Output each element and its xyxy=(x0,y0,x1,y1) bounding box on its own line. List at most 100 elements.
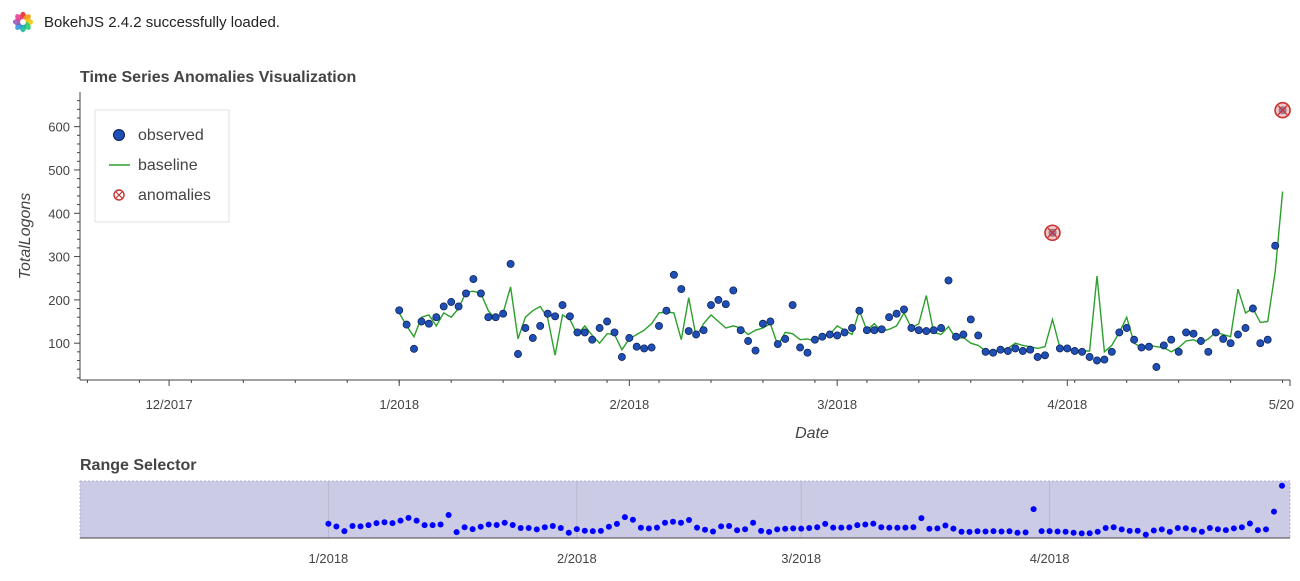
observed-point[interactable] xyxy=(1055,344,1064,353)
observed-point[interactable] xyxy=(439,302,448,311)
anomaly-marker[interactable] xyxy=(1274,101,1291,119)
observed-point[interactable] xyxy=(662,306,671,315)
observed-point[interactable] xyxy=(543,309,552,318)
observed-point[interactable] xyxy=(647,343,656,352)
observed-point[interactable] xyxy=(744,337,753,345)
range-selector-chart[interactable]: Range Selector 1/2018 2/2018 3/2018 4/2018 xyxy=(0,452,1300,577)
observed-point[interactable] xyxy=(1248,304,1257,313)
observed-point[interactable] xyxy=(751,346,760,355)
observed-point[interactable] xyxy=(833,331,842,340)
observed-point[interactable] xyxy=(714,295,723,304)
observed-point[interactable] xyxy=(758,319,767,328)
observed-point[interactable] xyxy=(1003,347,1012,355)
observed-point[interactable] xyxy=(1271,241,1280,250)
observed-point[interactable] xyxy=(692,330,701,339)
observed-point[interactable] xyxy=(855,306,864,315)
observed-point[interactable] xyxy=(966,315,975,324)
observed-point[interactable] xyxy=(565,312,574,321)
observed-point[interactable] xyxy=(617,353,626,361)
observed-point[interactable] xyxy=(1063,344,1072,353)
observed-point[interactable] xyxy=(1130,335,1139,344)
observed-point[interactable] xyxy=(1107,347,1116,356)
observed-point[interactable] xyxy=(707,301,715,310)
observed-point[interactable] xyxy=(1167,335,1176,344)
observed-point[interactable] xyxy=(588,335,597,344)
observed-point[interactable] xyxy=(558,301,567,310)
observed-point[interactable] xyxy=(773,340,782,349)
observed-point[interactable] xyxy=(862,326,871,335)
observed-point[interactable] xyxy=(677,285,686,294)
observed-point[interactable] xyxy=(1122,324,1131,332)
observed-point[interactable] xyxy=(885,313,894,322)
legend[interactable]: observed baseline anomalies xyxy=(94,109,230,223)
observed-point[interactable] xyxy=(1137,343,1146,352)
observed-point[interactable] xyxy=(640,344,649,353)
observed-point[interactable] xyxy=(1085,353,1094,361)
observed-point[interactable] xyxy=(877,325,886,334)
observed-point[interactable] xyxy=(974,331,983,340)
observed-point[interactable] xyxy=(929,326,938,335)
observed-point[interactable] xyxy=(721,300,730,309)
observed-point[interactable] xyxy=(788,301,797,310)
observed-point[interactable] xyxy=(536,321,545,330)
observed-point[interactable] xyxy=(669,270,678,279)
observed-point[interactable] xyxy=(454,302,463,311)
observed-point[interactable] xyxy=(484,313,493,322)
observed-point[interactable] xyxy=(870,326,879,335)
observed-point[interactable] xyxy=(699,326,708,335)
observed-point[interactable] xyxy=(937,324,946,332)
observed-point[interactable] xyxy=(1115,328,1124,337)
observed-point[interactable] xyxy=(1100,355,1109,364)
observed-point[interactable] xyxy=(1182,328,1191,337)
observed-point[interactable] xyxy=(432,313,441,322)
observed-point[interactable] xyxy=(514,350,522,358)
observed-point[interactable] xyxy=(551,312,560,321)
observed-point[interactable] xyxy=(900,305,908,314)
observed-point[interactable] xyxy=(1159,341,1168,350)
observed-point[interactable] xyxy=(922,327,931,336)
observed-point[interactable] xyxy=(736,326,745,335)
observed-point[interactable] xyxy=(1018,347,1027,355)
observed-point[interactable] xyxy=(1026,345,1035,354)
observed-point[interactable] xyxy=(1263,335,1272,344)
observed-point[interactable] xyxy=(595,324,604,332)
observed-point[interactable] xyxy=(625,334,634,342)
observed-point[interactable] xyxy=(1204,347,1213,356)
observed-point[interactable] xyxy=(959,330,968,339)
observed-point[interactable] xyxy=(1226,339,1235,348)
observed-point[interactable] xyxy=(521,324,530,332)
observed-point[interactable] xyxy=(1078,347,1087,356)
observed-point[interactable] xyxy=(1011,344,1020,353)
observed-point[interactable] xyxy=(840,328,849,337)
observed-point[interactable] xyxy=(810,335,819,344)
observed-point[interactable] xyxy=(796,343,805,352)
observed-point[interactable] xyxy=(528,334,537,342)
observed-point[interactable] xyxy=(952,332,960,341)
observed-point[interactable] xyxy=(944,276,953,285)
observed-point[interactable] xyxy=(424,319,433,328)
observed-point[interactable] xyxy=(655,321,663,330)
observed-point[interactable] xyxy=(410,344,418,353)
observed-point[interactable] xyxy=(1093,356,1101,365)
observed-point[interactable] xyxy=(417,317,426,326)
observed-point[interactable] xyxy=(1234,330,1242,339)
observed-point[interactable] xyxy=(402,320,411,329)
observed-point[interactable] xyxy=(580,328,589,337)
observed-point[interactable] xyxy=(914,326,923,335)
observed-point[interactable] xyxy=(506,259,515,268)
observed-point[interactable] xyxy=(1256,339,1265,348)
observed-point[interactable] xyxy=(573,328,582,337)
observed-point[interactable] xyxy=(989,348,998,357)
observed-point[interactable] xyxy=(729,286,738,295)
anomaly-marker[interactable] xyxy=(1044,224,1061,242)
observed-point[interactable] xyxy=(1145,342,1153,351)
observed-point[interactable] xyxy=(632,342,641,351)
observed-point[interactable] xyxy=(981,347,990,356)
observed-point[interactable] xyxy=(684,327,693,336)
observed-point[interactable] xyxy=(1196,337,1205,345)
observed-point[interactable] xyxy=(1033,353,1042,361)
observed-point[interactable] xyxy=(1174,347,1183,356)
observed-point[interactable] xyxy=(996,345,1005,354)
observed-point[interactable] xyxy=(462,289,470,298)
observed-point[interactable] xyxy=(1241,324,1250,332)
